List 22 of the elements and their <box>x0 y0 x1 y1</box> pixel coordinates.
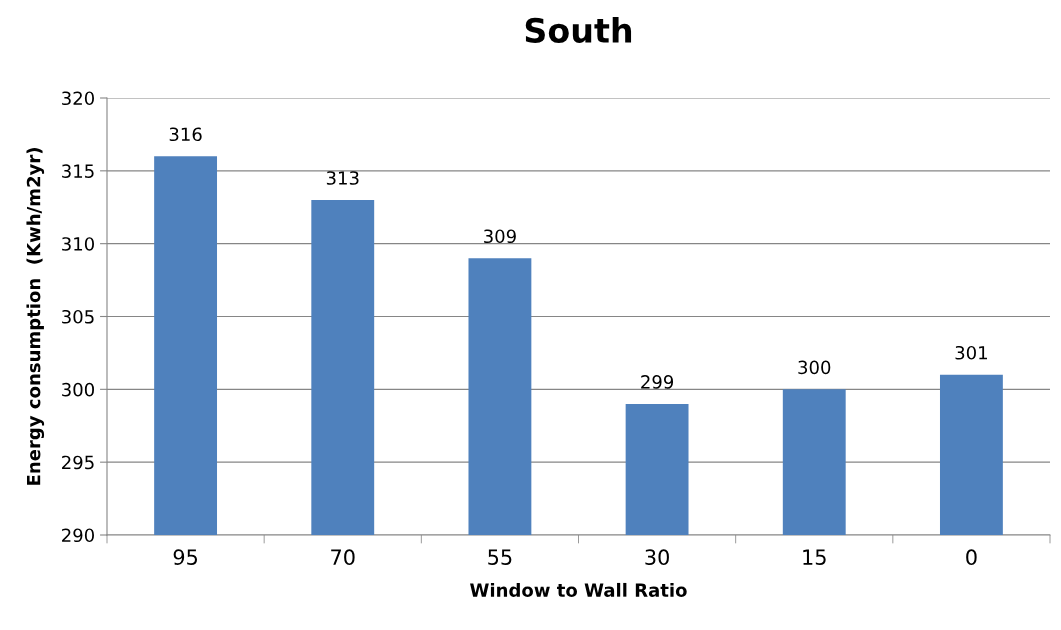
chart-title: South <box>525 17 632 43</box>
data-label: 301 <box>955 345 987 360</box>
y-tick-label: 290 <box>62 528 94 543</box>
x-tick-label: 0 <box>966 549 977 566</box>
x-tick-label: 95 <box>173 549 198 566</box>
x-tick-label: 30 <box>645 549 669 566</box>
y-tick-label: 310 <box>62 237 94 251</box>
data-label: 316 <box>169 127 202 142</box>
y-tick-label: 315 <box>62 164 94 178</box>
y-tick-label: 300 <box>62 382 94 397</box>
x-axis-title: Window to Wall Ratio <box>470 582 687 597</box>
data-label: 313 <box>326 171 359 185</box>
data-label: 309 <box>484 229 516 244</box>
x-tick-label: 70 <box>331 549 355 566</box>
x-tick-label: 15 <box>803 549 826 566</box>
y-axis-title: Energy consumption (Kwh/m2yr) <box>26 148 45 485</box>
y-tick-label: 320 <box>62 91 94 106</box>
x-tick-label: 55 <box>488 549 512 566</box>
y-tick-label: 295 <box>62 455 94 470</box>
data-label: 300 <box>798 360 831 375</box>
y-tick-label: 305 <box>62 309 94 324</box>
data-label: 299 <box>641 375 674 389</box>
